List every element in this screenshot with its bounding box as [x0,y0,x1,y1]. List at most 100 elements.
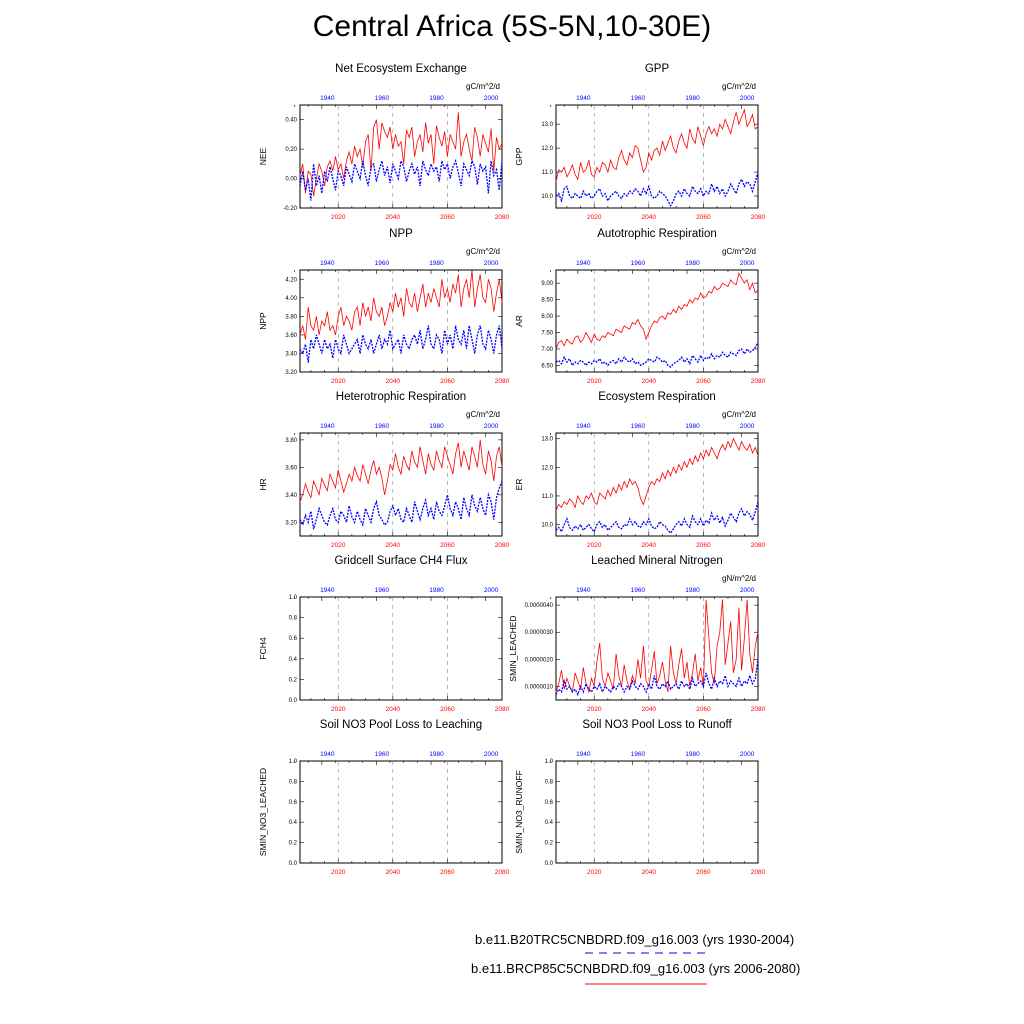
gridcell-surface-ch4-flux-xtick-label: 2040 [386,706,401,713]
leached-mineral-nitrogen-top-xtick-label: 1940 [576,587,591,594]
gpp-ytick-label: 11.0 [542,170,554,176]
leached-mineral-nitrogen-units: gN/m^2/d [722,574,756,583]
autotrophic-respiration-series-future [555,272,759,350]
autotrophic-respiration-plot-frame [555,269,759,373]
leached-mineral-nitrogen-xtick-label: 2040 [642,706,657,713]
autotrophic-respiration-ytick-label: 9.00 [541,281,553,287]
heterotrophic-respiration-xtick-label: 2080 [495,542,510,549]
soil-no3-pool-loss-to-runoff-top-xtick-label: 1960 [631,751,646,758]
ecosystem-respiration-xtick-label: 2040 [642,542,657,549]
leached-mineral-nitrogen-ylabel: SMIN_LEACHED [508,615,518,681]
leached-mineral-nitrogen-xtick-label: 2020 [587,706,602,713]
page-title: Central Africa (5S-5N,10-30E) [312,10,712,43]
npp-top-xtick-label: 1940 [320,260,335,267]
heterotrophic-respiration-title: Heterotrophic Respiration [336,391,466,403]
gpp-units: gC/m^2/d [722,82,756,91]
soil-no3-pool-loss-to-runoff-xtick-label: 2060 [696,869,711,876]
soil-no3-pool-loss-to-leaching-xtick-label: 2060 [440,869,455,876]
leached-mineral-nitrogen-title: Leached Mineral Nitrogen [591,555,723,567]
legend-line-future [585,983,707,985]
soil-no3-pool-loss-to-runoff-ytick-label: 0.6 [545,800,554,806]
ecosystem-respiration-top-xtick-label: 2000 [740,423,755,430]
soil-no3-pool-loss-to-runoff-xtick-label: 2080 [751,869,766,876]
gpp-xtick-label: 2040 [642,214,657,221]
gpp-ylabel: GPP [514,147,524,165]
autotrophic-respiration-top-xtick-label: 1980 [685,260,700,267]
gpp-ytick-label: 12.0 [541,146,553,152]
gpp-ytick-label: 13.0 [541,122,553,128]
leached-mineral-nitrogen-xtick-label: 2060 [696,706,711,713]
gridcell-surface-ch4-flux-xtick-label: 2060 [440,706,455,713]
heterotrophic-respiration-ylabel: HR [258,478,268,490]
autotrophic-respiration-ytick-label: 6.50 [541,363,553,369]
gpp-series-historical [555,171,759,207]
soil-no3-pool-loss-to-leaching-title: Soil NO3 Pool Loss to Leaching [320,719,482,731]
heterotrophic-respiration-xtick-label: 2060 [440,542,455,549]
gridcell-surface-ch4-flux-top-xtick-label: 2000 [484,587,499,594]
gpp-plot-frame [555,104,759,209]
soil-no3-pool-loss-to-runoff-top-xtick-label: 1940 [576,751,591,758]
gridcell-surface-ch4-flux-ytick-label: 0.8 [289,616,298,622]
heterotrophic-respiration-series-historical [299,480,503,530]
ecosystem-respiration-ylabel: ER [514,479,524,491]
ecosystem-respiration-top-xtick-label: 1960 [631,423,646,430]
autotrophic-respiration-title: Autotrophic Respiration [597,228,717,240]
autotrophic-respiration-units: gC/m^2/d [722,247,756,256]
heterotrophic-respiration-units: gC/m^2/d [466,410,500,419]
net-ecosystem-exchange-series-future [299,112,503,197]
npp-top-xtick-label: 2000 [484,260,499,267]
heterotrophic-respiration-top-xtick-label: 2000 [484,423,499,430]
ecosystem-respiration-ytick-label: 11.0 [542,494,554,500]
gpp-xtick-label: 2080 [751,214,766,221]
soil-no3-pool-loss-to-runoff-ytick-label: 0.0 [545,861,554,867]
npp-ytick-label: 4.00 [285,296,297,302]
autotrophic-respiration-ytick-label: 8.00 [541,314,553,320]
npp-ytick-label: 3.40 [285,351,297,357]
soil-no3-pool-loss-to-leaching-top-xtick-label: 2000 [484,751,499,758]
soil-no3-pool-loss-to-runoff-ytick-label: 1.0 [545,759,554,765]
ecosystem-respiration-top-xtick-label: 1980 [685,423,700,430]
gpp-top-xtick-label: 1960 [631,95,646,102]
leached-mineral-nitrogen-xtick-label: 2080 [751,706,766,713]
soil-no3-pool-loss-to-leaching-top-xtick-label: 1960 [375,751,390,758]
npp-top-xtick-label: 1980 [429,260,444,267]
soil-no3-pool-loss-to-runoff-ytick-label: 0.8 [545,779,554,785]
ecosystem-respiration-ytick-label: 12.0 [541,465,553,471]
gpp-top-xtick-label: 1980 [685,95,700,102]
leached-mineral-nitrogen-top-xtick-label: 2000 [740,587,755,594]
gridcell-surface-ch4-flux-ytick-label: 0.0 [289,698,298,704]
soil-no3-pool-loss-to-leaching-xtick-label: 2020 [331,869,346,876]
net-ecosystem-exchange-ytick-label: -0.20 [283,206,297,212]
ecosystem-respiration-plot-frame [555,432,759,537]
autotrophic-respiration-xtick-label: 2080 [751,378,766,385]
autotrophic-respiration-series-historical [555,342,759,368]
ecosystem-respiration-top-xtick-label: 1940 [576,423,591,430]
autotrophic-respiration-ytick-label: 7.50 [541,331,553,337]
npp-xtick-label: 2020 [331,378,346,385]
autotrophic-respiration-top-xtick-label: 2000 [740,260,755,267]
gpp-top-xtick-label: 2000 [740,95,755,102]
npp-units: gC/m^2/d [466,247,500,256]
heterotrophic-respiration-top-xtick-label: 1960 [375,423,390,430]
net-ecosystem-exchange-units: gC/m^2/d [466,82,500,91]
gridcell-surface-ch4-flux-top-xtick-label: 1960 [375,587,390,594]
net-ecosystem-exchange-ylabel: NEE [258,147,268,165]
ecosystem-respiration-series-historical [555,501,759,535]
autotrophic-respiration-ytick-label: 7.00 [541,347,553,353]
autotrophic-respiration-top-xtick-label: 1960 [631,260,646,267]
legend-label-historical: b.e11.B20TRC5CNBDRD.f09_g16.003 (yrs 193… [475,932,795,947]
npp-series-future [299,269,503,340]
leached-mineral-nitrogen-top-xtick-label: 1980 [685,587,700,594]
gridcell-surface-ch4-flux-plot-frame [299,596,503,701]
soil-no3-pool-loss-to-runoff-xtick-label: 2020 [587,869,602,876]
autotrophic-respiration-ytick-label: 8.50 [541,298,553,304]
gpp-xtick-label: 2060 [696,214,711,221]
